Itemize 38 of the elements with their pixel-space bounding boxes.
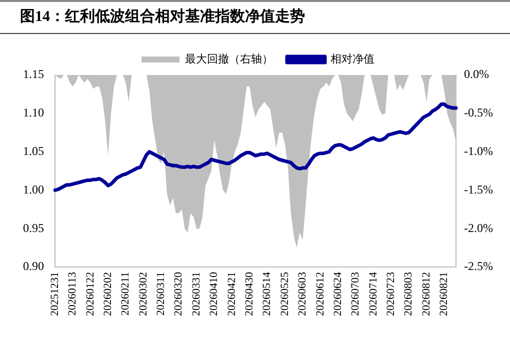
x-tick-label: 20260302 [137,272,150,316]
y-tick-label: 0.95 [23,220,44,235]
x-tick-label: 20260812 [420,272,432,316]
x-tick-label: 20260211 [120,272,132,316]
x-tick-label: 20260320 [172,272,185,316]
y-tick-label: 1.00 [23,182,44,196]
x-tick-label: 20260714 [367,272,380,316]
legend-label: 最大回撤（右轴） [185,52,273,66]
x-tick-label: 20260803 [402,272,415,316]
x-tick-label: 20251231 [48,272,61,316]
y2-tick-label: -1.5% [464,182,494,196]
y-tick-label: 1.15 [23,67,44,82]
x-tick-label: 20260410 [208,272,220,316]
y2-tick-label: -2.5% [464,259,494,274]
x-tick-label: 20260311 [155,272,168,316]
x-tick-label: 20260603 [296,272,309,316]
y2-tick-label: -1.0% [464,144,494,158]
x-tick-label: 20260122 [84,272,96,316]
y-tick-label: 1.10 [23,106,44,120]
y-tick-label: 1.05 [23,144,44,158]
x-tick-label: 20260202 [102,272,114,316]
x-tick-label: 20260514 [261,272,274,316]
x-tick-label: 20260612 [314,272,326,316]
x-tick-label: 20260723 [385,272,398,316]
y2-tick-label: -2.0% [464,220,494,235]
x-tick-label: 20260821 [438,272,450,316]
legend-label: 相对净值 [330,52,374,66]
y2-tick-label: -0.5% [464,106,494,120]
x-tick-label: 20260624 [332,272,344,316]
x-tick-label: 20260430 [243,272,256,316]
y-tick-label: 0.90 [23,259,44,274]
y2-tick-label: 0.0% [464,67,490,82]
x-tick-label: 20260113 [66,272,79,316]
x-tick-label: 20260331 [190,272,202,316]
chart-title: 图14：红利低波组合相对基准指数净值走势 [20,8,305,25]
x-tick-label: 20260525 [278,272,291,316]
x-tick-label: 20260421 [226,272,238,316]
x-tick-label: 20260703 [350,272,362,316]
